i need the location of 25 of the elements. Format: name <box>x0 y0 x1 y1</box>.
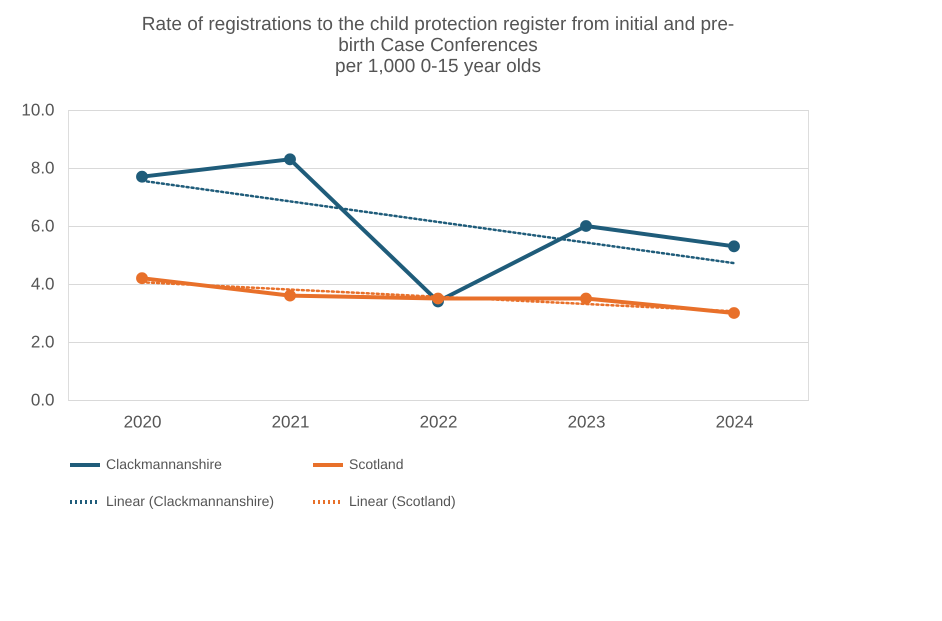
y-tick-label: 10.0 <box>21 100 54 120</box>
x-tick-label: 2020 <box>124 412 162 432</box>
point <box>284 153 296 166</box>
point <box>136 272 148 284</box>
point <box>136 170 148 183</box>
y-tick-label: 4.0 <box>30 274 54 294</box>
y-tick-label: 8.0 <box>30 158 54 178</box>
y-tick-label: 6.0 <box>30 216 54 236</box>
legend-label: Clackmannanshire <box>106 456 222 472</box>
y-tick-label: 2.0 <box>30 332 54 352</box>
point <box>284 290 296 302</box>
legend-label: Linear (Scotland) <box>349 493 456 509</box>
point <box>580 292 592 304</box>
x-tick-label: 2022 <box>420 412 458 432</box>
text: per 1,000 0-15 year olds <box>335 56 541 77</box>
text: Rate of registrations to the child protection register from initial and pre- <box>142 14 734 35</box>
point <box>580 220 592 232</box>
legend-label: Scotland <box>349 456 404 472</box>
text: birth Case Conferences <box>338 35 538 56</box>
x-tick-label: 2024 <box>716 412 754 432</box>
x-tick-label: 2023 <box>568 412 606 432</box>
x-tick-label: 2021 <box>272 412 310 432</box>
legend-label: Linear (Clackmannanshire) <box>106 493 274 509</box>
y-tick-label: 0.0 <box>30 390 54 410</box>
point <box>728 240 740 252</box>
